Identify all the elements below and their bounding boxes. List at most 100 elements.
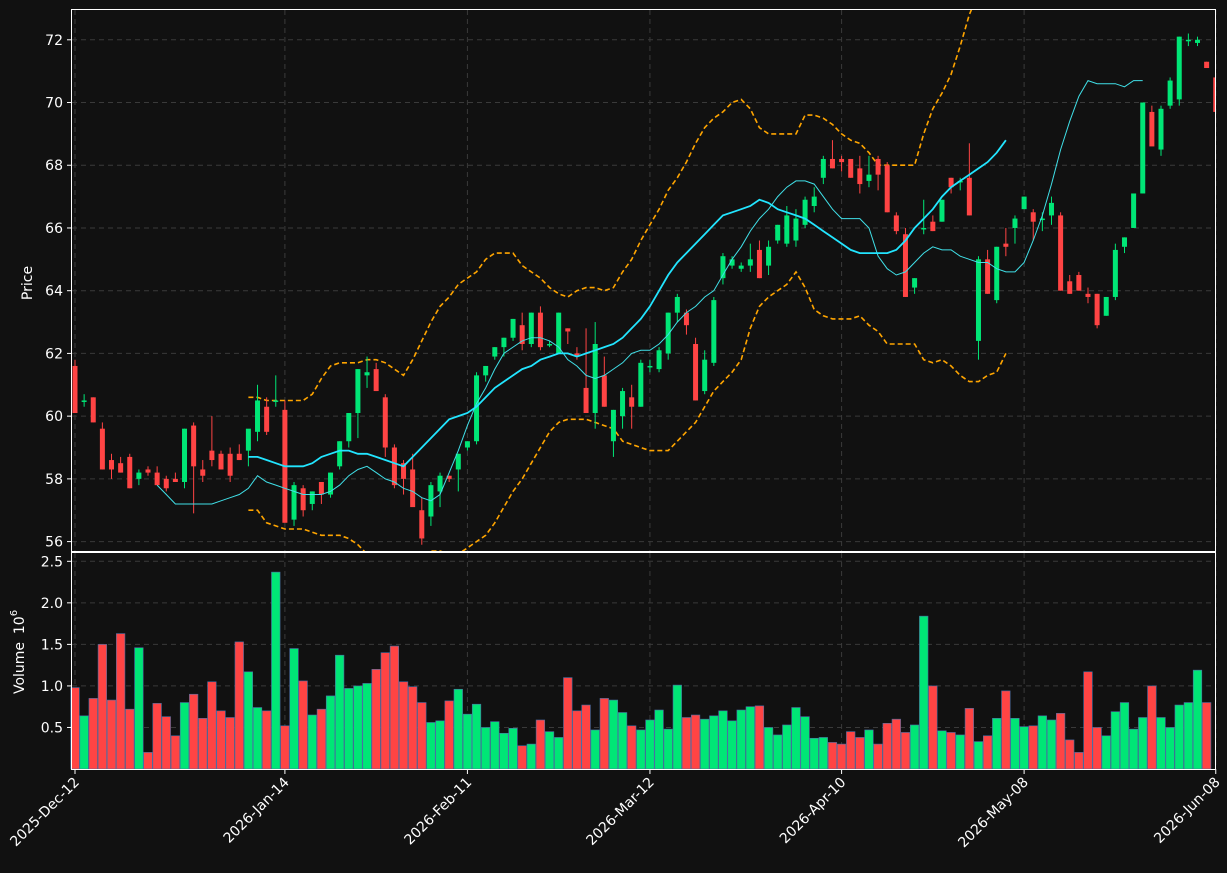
volume-bar: [1046, 719, 1057, 770]
volume-bar: [919, 615, 929, 770]
volume-bar: [1010, 718, 1020, 770]
candle-up: [328, 472, 334, 498]
candle-body: [464, 441, 470, 448]
volume-bar: [280, 725, 290, 770]
volume-bar: [1129, 728, 1139, 770]
candle-body: [1003, 243, 1009, 247]
candle-up: [866, 155, 872, 188]
candle-up: [802, 196, 808, 228]
candle-up: [355, 369, 361, 439]
candle-body: [829, 158, 835, 169]
volume-bar: [654, 709, 664, 770]
volume-bar: [1147, 685, 1157, 770]
candle-body: [1094, 293, 1100, 326]
volume-bar: [207, 681, 217, 770]
candle-down: [72, 359, 78, 414]
volume-bar: [353, 685, 363, 770]
volume-bar: [289, 648, 299, 770]
volume-bar: [1028, 725, 1038, 770]
candle-body: [391, 447, 397, 486]
volume-bar: [88, 698, 98, 770]
candle-body: [556, 312, 562, 354]
volume-bar: [481, 727, 491, 770]
candle-up: [729, 256, 735, 269]
candle-down: [1067, 275, 1073, 294]
candle-body: [665, 312, 671, 354]
candle-body: [501, 337, 507, 348]
candle-down: [537, 306, 543, 351]
ma-fast-line: [156, 79, 1143, 505]
candle-up: [182, 428, 188, 489]
candle-up: [547, 340, 553, 348]
candle-body: [966, 177, 972, 216]
candle-body: [683, 312, 689, 326]
candle-body: [364, 372, 370, 376]
candle-body: [729, 259, 735, 266]
price-tick-label: 68: [45, 158, 63, 174]
candle-down: [218, 450, 224, 470]
price-axis-ticks: 56 58 60 62 64 66 68 70 72: [45, 33, 72, 551]
volume-bar: [216, 710, 226, 770]
candle-up: [939, 199, 945, 222]
volume-axis-unit: 106: [9, 610, 28, 634]
volume-bar: [763, 727, 774, 770]
volume-bar: [499, 732, 509, 770]
candle-body: [209, 450, 215, 461]
candle-up: [921, 199, 927, 235]
candle-body: [574, 353, 580, 357]
candle-up: [702, 350, 708, 395]
volume-bar: [982, 735, 993, 770]
candle-down: [109, 453, 115, 479]
price-tick-label: 62: [45, 346, 63, 362]
candle-body: [674, 296, 680, 313]
candle-body: [985, 259, 991, 294]
candle-up: [346, 413, 352, 448]
candle-down: [966, 143, 972, 216]
candle-body: [1176, 36, 1182, 100]
candle-body: [291, 485, 297, 520]
volume-bar: [435, 720, 445, 770]
candle-down: [200, 460, 206, 483]
candle-up: [747, 243, 753, 272]
candle-body: [939, 199, 945, 222]
volume-bar: [398, 681, 409, 770]
volume-bar: [800, 716, 810, 770]
volume-bar: [818, 737, 828, 770]
candle-body: [255, 400, 261, 432]
candle-body: [1112, 249, 1118, 297]
volume-panel-frame: [71, 552, 1216, 770]
candle-body: [601, 375, 607, 407]
volume-tick-label: 2.0: [41, 596, 63, 612]
candle-down: [893, 212, 899, 235]
volume-bar: [700, 718, 710, 770]
candle-body: [145, 469, 151, 473]
candle-body: [784, 215, 790, 244]
candle-down: [1030, 209, 1036, 241]
volume-bar: [928, 685, 938, 770]
candle-body: [775, 224, 781, 241]
volume-bar: [946, 732, 956, 770]
candle-body: [756, 249, 762, 279]
candle-up: [820, 155, 826, 185]
volume-bar: [745, 706, 755, 770]
candle-body: [519, 325, 525, 345]
volume-bar: [444, 700, 454, 770]
volume-bar: [179, 702, 190, 770]
candle-down: [985, 249, 991, 294]
candle-down: [172, 472, 178, 483]
candle-body: [182, 428, 188, 483]
candle-down: [99, 422, 105, 470]
price-tick-label: 66: [45, 221, 63, 237]
volume-bar: [161, 716, 171, 770]
candle-body: [930, 221, 936, 232]
volume-bar: [617, 712, 628, 770]
price-axis-label: Price: [20, 266, 36, 300]
volume-bar: [307, 714, 317, 770]
volume-bar: [782, 724, 792, 770]
candle-up: [291, 482, 297, 526]
volume-bar: [882, 723, 892, 770]
candle-body: [610, 409, 616, 442]
volume-bar: [97, 644, 107, 770]
candle-body: [510, 318, 516, 338]
